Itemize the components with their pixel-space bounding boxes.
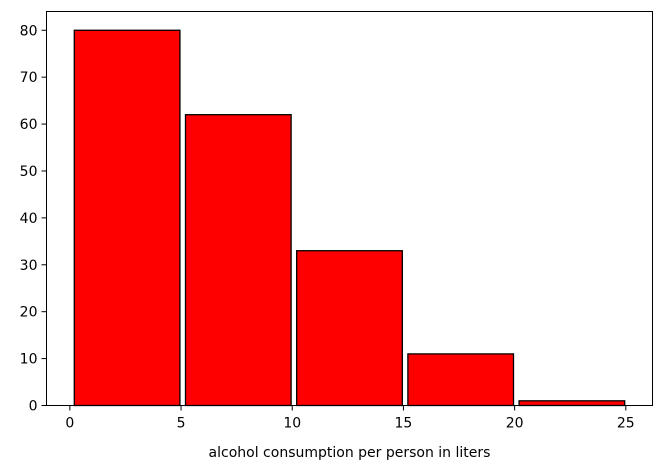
bar-1 xyxy=(184,114,292,407)
y-tick-label: 50 xyxy=(20,164,38,180)
x-tick-label: 0 xyxy=(65,416,74,432)
x-axis-ticks: 0 5 10 15 20 25 xyxy=(65,405,635,432)
x-tick-label: 5 xyxy=(177,416,186,432)
bars-group xyxy=(73,29,626,407)
x-tick-label: 25 xyxy=(617,416,635,432)
bar-0 xyxy=(73,29,181,407)
y-tick-label: 60 xyxy=(20,117,38,133)
plot-frame xyxy=(46,11,653,406)
x-axis-label: alcohol consumption per person in liters xyxy=(209,445,491,461)
x-tick-label: 20 xyxy=(506,416,524,432)
y-axis-ticks: 0 10 20 30 40 50 60 70 80 xyxy=(20,23,47,415)
x-tick-label: 10 xyxy=(283,416,301,432)
x-tick-label: 15 xyxy=(395,416,413,432)
bar-4 xyxy=(518,400,626,407)
y-tick-label: 40 xyxy=(20,211,38,227)
y-tick-label: 70 xyxy=(20,70,38,86)
y-tick-label: 10 xyxy=(20,352,38,368)
bar-3 xyxy=(407,353,515,407)
y-tick-label: 20 xyxy=(20,305,38,321)
bar-2 xyxy=(296,250,403,407)
y-tick-label: 0 xyxy=(29,399,38,415)
y-tick-label: 80 xyxy=(20,23,38,39)
y-tick-label: 30 xyxy=(20,258,38,274)
